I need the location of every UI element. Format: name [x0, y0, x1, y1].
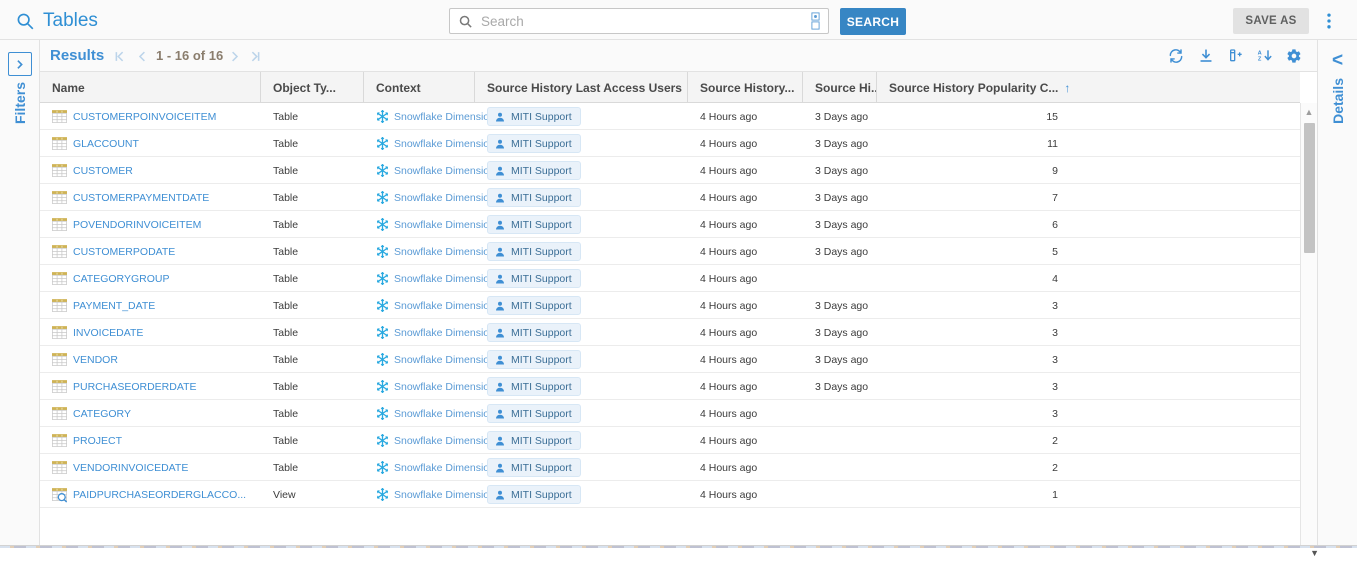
svg-text:Z: Z [1257, 57, 1261, 63]
svg-text:A: A [1257, 51, 1261, 57]
